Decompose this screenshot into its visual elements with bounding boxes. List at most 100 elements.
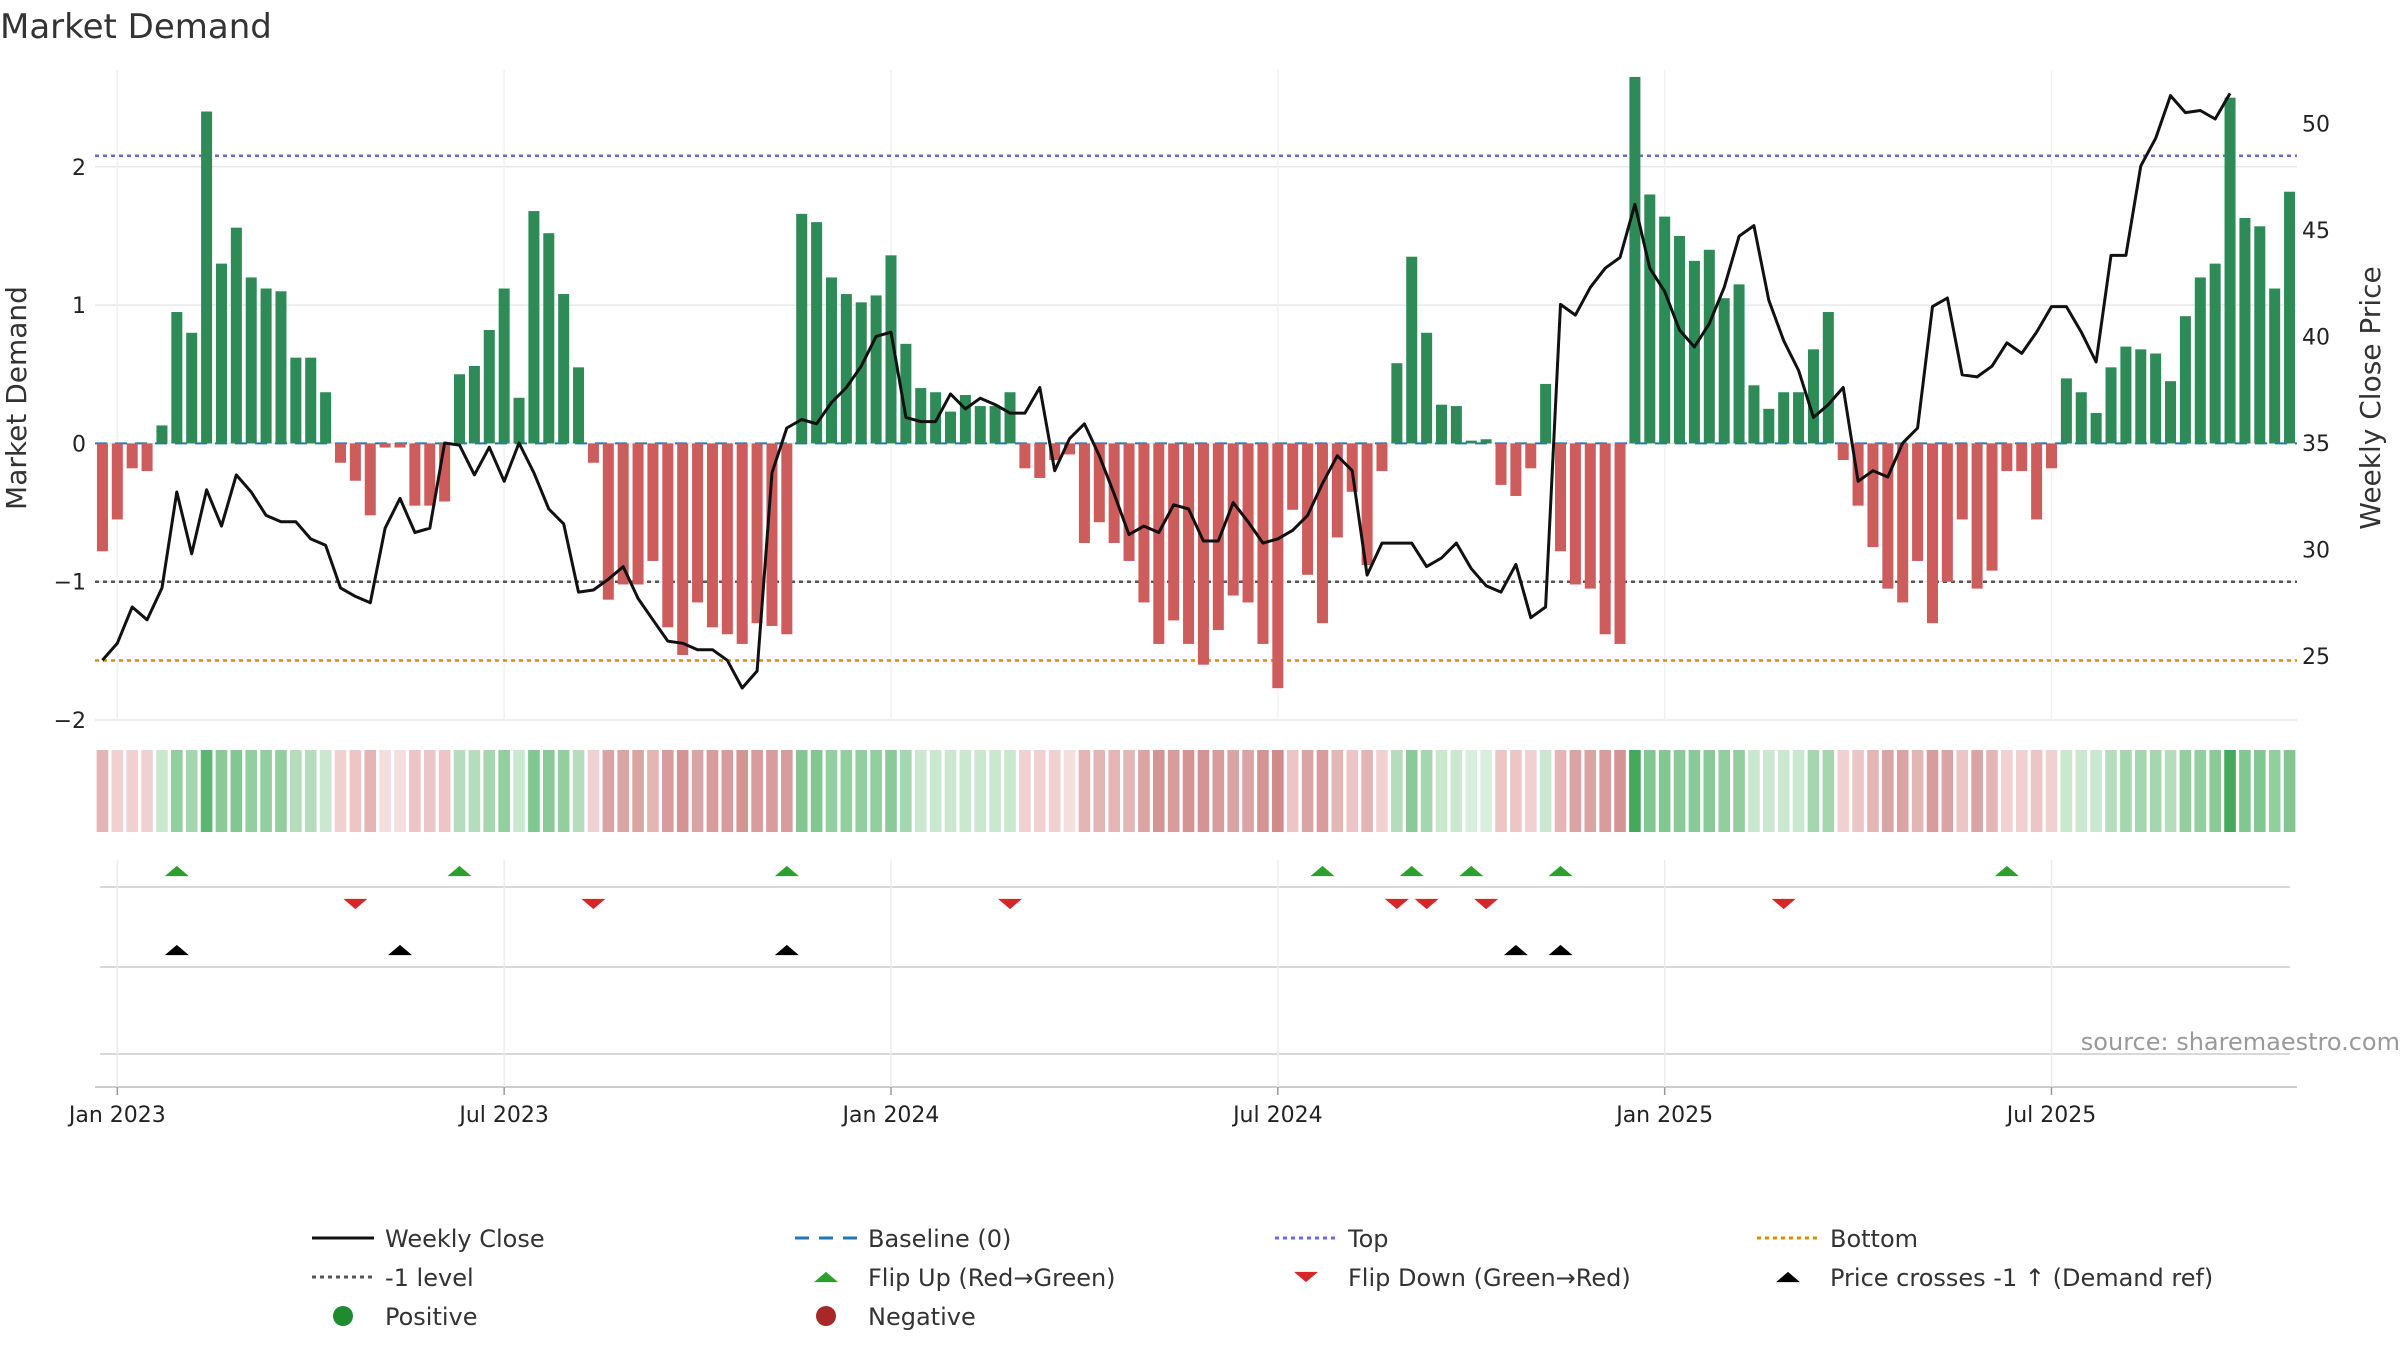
demand-bar bbox=[1093, 443, 1105, 523]
demand-bar bbox=[825, 277, 837, 444]
demand-bar bbox=[1361, 443, 1373, 566]
demand-bar bbox=[706, 443, 718, 628]
demand-bar bbox=[1212, 443, 1224, 631]
heat-cell bbox=[2120, 750, 2132, 832]
demand-bar bbox=[751, 443, 763, 624]
heat-cell bbox=[379, 750, 391, 832]
demand-bar bbox=[796, 213, 808, 444]
heat-cell bbox=[1643, 750, 1656, 832]
right-tick-label: 45 bbox=[2302, 219, 2330, 244]
heat-cell bbox=[1376, 750, 1388, 832]
demand-bar bbox=[1555, 443, 1567, 552]
demand-bar bbox=[811, 222, 823, 444]
demand-bar bbox=[1882, 443, 1894, 589]
heat-cell bbox=[304, 750, 317, 832]
demand-bar bbox=[1674, 235, 1686, 444]
demand-bar bbox=[647, 443, 659, 561]
demand-bar bbox=[1867, 443, 1879, 548]
demand-bar bbox=[1926, 443, 1938, 624]
legend: Weekly Close Baseline (0) Top Bottom -1 leve… bbox=[312, 1225, 2213, 1331]
heat-cell bbox=[587, 750, 600, 832]
heat-cell bbox=[766, 750, 778, 832]
heat-cell bbox=[1093, 750, 1106, 832]
heat-cell bbox=[572, 750, 585, 832]
heat-cell bbox=[1986, 750, 1998, 832]
heat-cell bbox=[2134, 750, 2147, 832]
heat-cell bbox=[1748, 750, 1760, 832]
heat-cell bbox=[1539, 750, 1552, 832]
legend-label-bottom: Bottom bbox=[1830, 1225, 1918, 1253]
demand-bar bbox=[959, 395, 971, 444]
demand-bar bbox=[1049, 443, 1061, 460]
flip-down-marker bbox=[998, 898, 1023, 910]
heat-cell bbox=[1510, 750, 1522, 832]
heat-cell bbox=[364, 750, 377, 832]
source-label: source: sharemaestro.com bbox=[2081, 1028, 2400, 1056]
signal-panels bbox=[95, 860, 2297, 1088]
demand-bar bbox=[974, 406, 986, 444]
demand-bar bbox=[483, 330, 495, 444]
heat-cell bbox=[1242, 750, 1254, 832]
demand-bar bbox=[1078, 443, 1090, 543]
demand-bar bbox=[543, 233, 555, 444]
heat-cell bbox=[498, 750, 510, 832]
heat-cell bbox=[2090, 750, 2102, 832]
heat-cell bbox=[2268, 750, 2281, 832]
heat-cell bbox=[2194, 750, 2207, 832]
heat-cell bbox=[171, 750, 183, 832]
heat-cell bbox=[1629, 750, 1641, 832]
heat-cell bbox=[334, 750, 347, 832]
flip-down-marker bbox=[1384, 898, 1409, 910]
heat-cell bbox=[1123, 750, 1135, 832]
demand-bar bbox=[1629, 76, 1641, 444]
demand-bar bbox=[394, 443, 406, 448]
heat-cell bbox=[1004, 750, 1016, 832]
demand-bar bbox=[1272, 443, 1284, 689]
price-cross-marker bbox=[1548, 944, 1573, 956]
signal-panel-gridlines bbox=[116, 860, 2053, 1087]
demand-bar bbox=[2001, 443, 2013, 472]
heat-cell bbox=[1718, 750, 1730, 832]
heat-cell bbox=[1911, 750, 1924, 832]
x-tick-label: Jan 2024 bbox=[841, 1103, 940, 1128]
demand-bar bbox=[721, 443, 733, 635]
flip-up-marker bbox=[1994, 865, 2019, 877]
demand-bar bbox=[1569, 443, 1581, 585]
heat-cell bbox=[1301, 750, 1314, 832]
flip-up-marker bbox=[1399, 865, 1424, 877]
demand-bar bbox=[1406, 256, 1418, 444]
demand-bar bbox=[2269, 288, 2281, 444]
legend-label-flip_up: Flip Up (Red→Green) bbox=[868, 1264, 1116, 1292]
heat-cell bbox=[513, 750, 525, 832]
demand-bar bbox=[468, 365, 480, 444]
heat-cell bbox=[1316, 750, 1329, 832]
left-tick-label: 1 bbox=[72, 294, 86, 319]
heat-cell bbox=[2105, 750, 2117, 832]
left-tick-label: −1 bbox=[54, 571, 86, 596]
demand-bar bbox=[424, 443, 436, 506]
demand-bar bbox=[840, 294, 852, 444]
legend-swatch-positive bbox=[333, 1306, 353, 1326]
demand-bar bbox=[1287, 443, 1299, 510]
heat-cell bbox=[230, 750, 243, 832]
demand-bar bbox=[230, 227, 242, 444]
heat-cell bbox=[394, 750, 406, 832]
demand-bar bbox=[334, 443, 346, 463]
demand-bar bbox=[1584, 443, 1596, 589]
demand-bar bbox=[2150, 353, 2162, 444]
demand-bar bbox=[1599, 443, 1611, 635]
price-cross-marker bbox=[774, 944, 799, 956]
demand-bar bbox=[245, 277, 257, 444]
heat-cell bbox=[2239, 750, 2251, 832]
heat-cell bbox=[1867, 750, 1879, 832]
heat-cell bbox=[855, 750, 868, 832]
demand-bar bbox=[1153, 443, 1165, 644]
reference-lines bbox=[95, 154, 2297, 662]
demand-bar bbox=[558, 294, 570, 444]
demand-bar bbox=[1703, 249, 1715, 444]
heat-cell bbox=[959, 750, 972, 832]
demand-bar bbox=[290, 357, 302, 444]
heat-cell bbox=[1822, 750, 1835, 832]
heat-cell bbox=[706, 750, 719, 832]
heat-cell bbox=[2060, 750, 2073, 832]
